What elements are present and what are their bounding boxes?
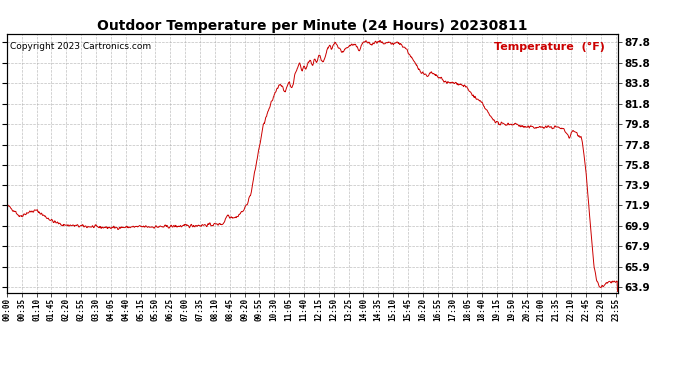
Text: Temperature  (°F): Temperature (°F) (495, 42, 605, 52)
Title: Outdoor Temperature per Minute (24 Hours) 20230811: Outdoor Temperature per Minute (24 Hours… (97, 19, 527, 33)
Text: Copyright 2023 Cartronics.com: Copyright 2023 Cartronics.com (10, 42, 151, 51)
